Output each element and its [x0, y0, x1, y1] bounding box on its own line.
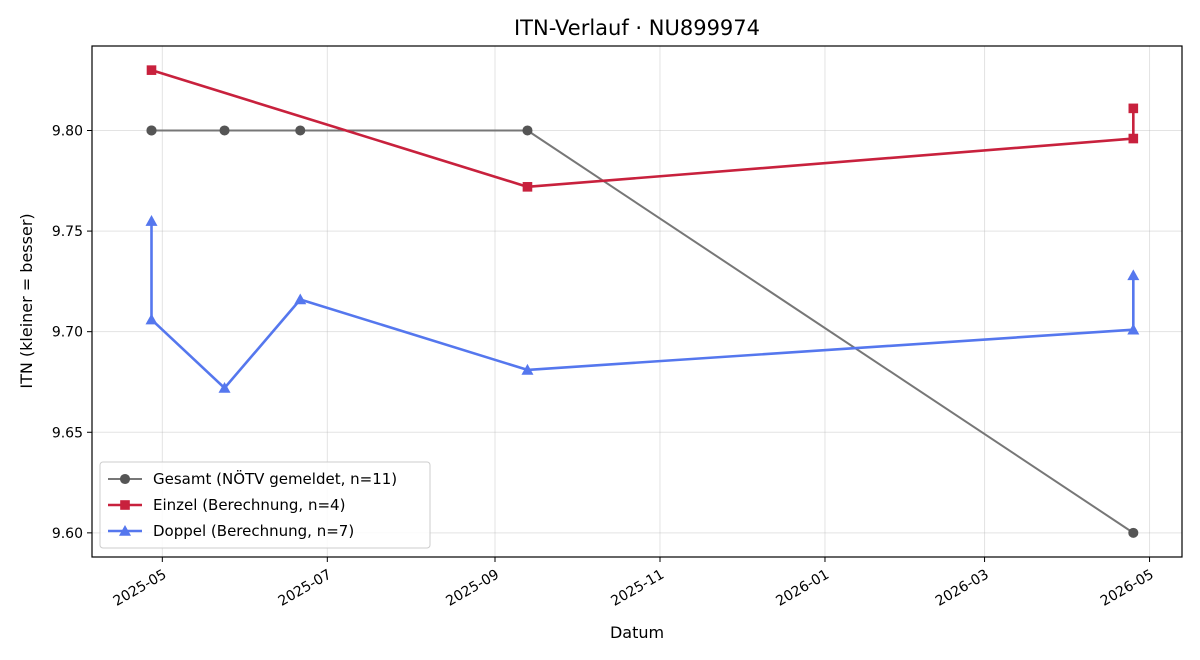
x-axis-label: Datum [610, 623, 664, 642]
y-axis: 9.60 9.65 9.70 9.75 9.80 [52, 123, 92, 542]
data-point [146, 125, 157, 136]
data-point [295, 125, 306, 136]
data-point [522, 125, 533, 136]
x-tick-label: 2026-01 [773, 567, 832, 610]
x-axis: 2025-05 2025-07 2025-09 2025-11 2026-01 2026-… [111, 557, 1157, 610]
data-point [145, 215, 158, 226]
legend-label: Einzel (Berechnung, n=4) [153, 496, 345, 514]
y-tick-label: 9.75 [52, 224, 83, 240]
x-tick-label: 2025-11 [608, 567, 667, 610]
y-tick-label: 9.60 [52, 526, 83, 542]
legend-marker [119, 473, 131, 485]
legend-entry: Gesamt (NÖTV gemeldet, n=11) [108, 469, 397, 488]
legend-entry: Einzel (Berechnung, n=4) [108, 496, 345, 514]
legend: Gesamt (NÖTV gemeldet, n=11) Einzel (Bere… [99, 461, 431, 549]
data-point [146, 65, 157, 75]
legend-marker [119, 525, 131, 536]
data-point [521, 363, 534, 375]
data-point [1128, 103, 1139, 114]
y-tick-label: 9.80 [52, 123, 83, 139]
data-point [219, 125, 230, 136]
legend-label: Doppel (Berechnung, n=7) [153, 522, 354, 540]
data-point [1127, 269, 1140, 281]
y-axis-label: ITN (kleiner = besser) [17, 213, 36, 388]
x-tick-label: 2026-03 [933, 567, 992, 610]
data-point [294, 293, 307, 305]
plot-area [145, 65, 1140, 538]
legend-box [99, 461, 431, 549]
data-point [218, 382, 231, 393]
data-point [1127, 323, 1140, 335]
y-tick-label: 9.70 [52, 325, 83, 341]
legend-marker [120, 500, 130, 510]
data-point [1128, 133, 1139, 144]
y-tick-label: 9.65 [52, 425, 83, 441]
data-point [522, 182, 533, 192]
chart-title: ITN-Verlauf · NU899974 [514, 16, 760, 40]
x-tick-label: 2025-07 [276, 567, 335, 610]
series-0 [146, 125, 1139, 538]
legend-entry: Doppel (Berechnung, n=7) [108, 522, 354, 540]
x-tick-label: 2026-05 [1098, 567, 1157, 610]
data-point [145, 313, 158, 325]
x-tick-label: 2025-09 [443, 567, 502, 610]
data-point [1128, 527, 1139, 538]
series-line [151, 68, 1135, 189]
plot-frame [91, 45, 1183, 558]
series-line [150, 221, 1135, 390]
x-tick-label: 2025-05 [111, 567, 170, 610]
series-2 [145, 215, 1140, 393]
series-1 [146, 65, 1139, 192]
legend-label: Gesamt (NÖTV gemeldet, n=11) [153, 469, 397, 488]
